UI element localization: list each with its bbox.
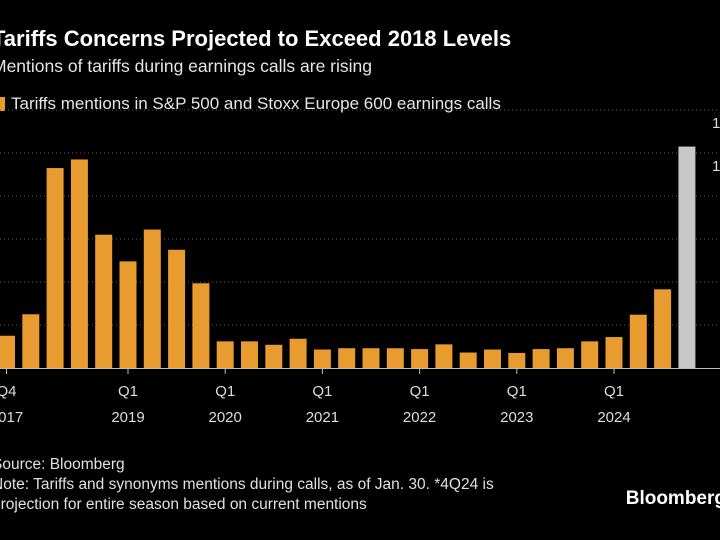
x-tick-label-quarter: Q1	[312, 383, 332, 400]
x-tick-label-year: 2022	[403, 409, 436, 426]
x-tick-label-quarter: Q1	[410, 383, 430, 400]
bar	[241, 341, 258, 368]
bar	[95, 234, 113, 368]
bar	[362, 348, 380, 368]
x-tick-label-year: 2021	[306, 409, 339, 426]
legend-label: Tariffs mentions in S&P 500 and Stoxx Eu…	[11, 94, 501, 113]
y-tick-label: 1	[712, 115, 720, 132]
bar	[459, 352, 477, 368]
bar	[46, 168, 64, 368]
y-tick-label: 1	[712, 158, 720, 175]
bar	[216, 341, 234, 368]
bar	[22, 314, 40, 368]
legend: Tariffs mentions in S&P 500 and Stoxx Eu…	[0, 94, 501, 114]
bloomberg-logo: Bloomberg	[625, 488, 720, 509]
footnote-line-2: projection for entire season based on cu…	[0, 496, 367, 513]
bar-projection	[678, 146, 696, 368]
x-tick-label-quarter: Q4	[0, 383, 17, 400]
bar	[265, 344, 283, 368]
bar	[168, 249, 186, 368]
footnote-line-1: Note: Tariffs and synonyms mentions duri…	[0, 476, 494, 493]
bar	[605, 337, 623, 368]
bar	[654, 289, 672, 368]
bar	[338, 348, 356, 368]
x-tick-label-quarter: Q1	[604, 383, 624, 400]
bar	[143, 229, 161, 368]
bar	[386, 348, 404, 368]
chart-title: Tariffs Concerns Projected to Exceed 201…	[0, 26, 512, 51]
bar	[532, 349, 550, 368]
bar	[119, 261, 137, 368]
legend-swatch	[0, 97, 5, 111]
chart-subtitle: Mentions of tariffs during earnings call…	[0, 56, 373, 76]
bar	[411, 349, 429, 368]
bar	[70, 159, 88, 368]
source-note: Source: Bloomberg	[0, 456, 125, 473]
bar	[556, 348, 574, 368]
bar	[289, 338, 307, 368]
bar	[629, 314, 647, 368]
x-tick-label-year: 2020	[209, 409, 242, 426]
bar	[313, 349, 331, 368]
bar	[581, 341, 599, 368]
bar	[484, 349, 501, 368]
x-tick-label-year: 2023	[500, 409, 533, 426]
x-tick-label-year: 2019	[111, 409, 144, 426]
bar	[192, 283, 210, 368]
x-tick-label-year: 2017	[0, 409, 23, 426]
bar	[435, 344, 453, 368]
bar	[0, 335, 15, 368]
x-tick-label-quarter: Q1	[507, 383, 527, 400]
x-tick-label-year: 2024	[597, 409, 630, 426]
bar	[508, 352, 526, 368]
x-tick-label-quarter: Q1	[215, 383, 235, 400]
x-tick-label-quarter: Q1	[118, 383, 138, 400]
